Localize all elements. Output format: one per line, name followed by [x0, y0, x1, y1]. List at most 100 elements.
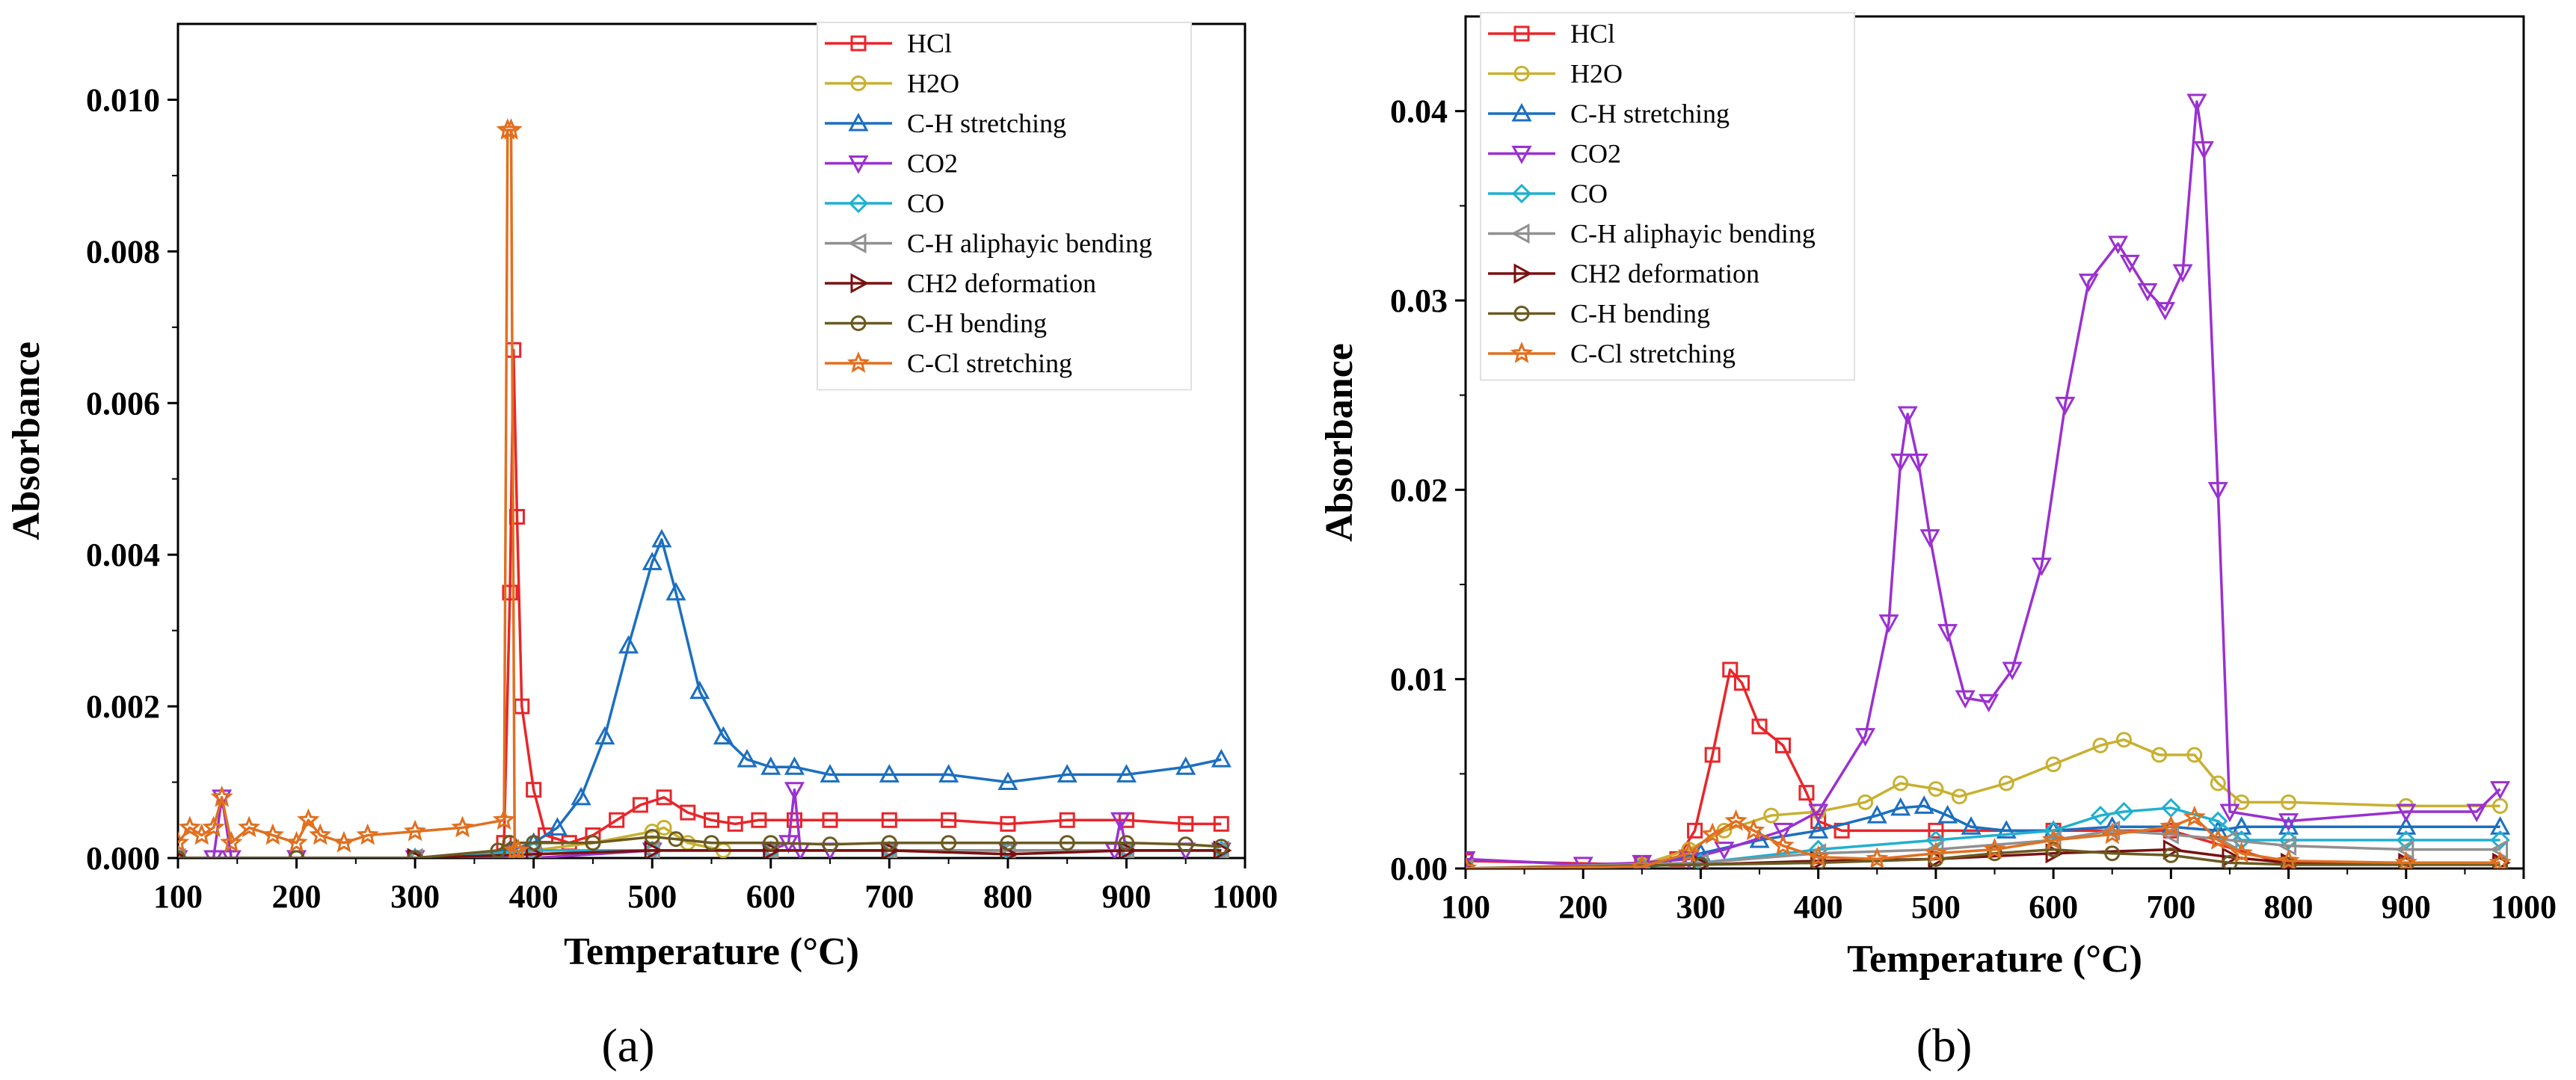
panel-a-legend-marker [848, 112, 869, 132]
panel-b-point-hcl [1722, 661, 1739, 678]
panel-b-point-c-cl-stretching [2100, 822, 2124, 845]
panel-b-point-c-h-stretching [2231, 816, 2252, 835]
panel-b-point-ch2-deformation [2162, 839, 2182, 860]
panel-a-x-tick-label: 500 [627, 878, 677, 915]
panel-a-point-co2 [203, 850, 224, 858]
panel-a-y-axis-title: Absorbance [5, 342, 48, 540]
panel-a-legend-label: C-H aliphayic bending [907, 229, 1152, 259]
panel-b-point-co2 [2396, 803, 2417, 823]
panel-b-point-c-h-stretching [1961, 816, 1982, 835]
panel-b-legend-marker [1513, 66, 1530, 81]
panel-b-point-co2 [1855, 728, 1876, 747]
panel-a-legend-marker [850, 75, 867, 91]
panel-b-legend-label: HCl [1570, 19, 1615, 49]
panel-b-point-h2o [1951, 789, 1967, 805]
panel-b-point-c-cl-stretching [1983, 837, 2006, 860]
panel-a-point-c-h-bending [1118, 835, 1134, 851]
panel-b-x-tick-label: 200 [1558, 889, 1608, 925]
panel-b-point-co2 [1878, 614, 1899, 633]
panel-a-legend-label: HCl [907, 28, 952, 58]
panel-b-point-hcl [1775, 737, 1791, 753]
panel-a-series-c-cl-stretching [178, 118, 530, 858]
panel-b-point-h2o [1857, 794, 1874, 810]
panel-b-point-c-cl-stretching [2277, 848, 2300, 868]
panel-b-legend-item-c-cl-stretching: C-Cl stretching [1488, 339, 1736, 368]
panel-b-point-co2 [1937, 623, 1958, 643]
panel-b-legend-marker [1513, 306, 1530, 321]
panel-b-point-c-h-bending [2162, 847, 2179, 863]
panel-b-point-h2o [1893, 775, 1909, 792]
panel-a-point-ch2-deformation [763, 840, 781, 858]
panel-b-point-h2o [1928, 781, 1944, 797]
panel-a-legend-label: CO [907, 188, 944, 218]
panel-b-point-co2 [1772, 822, 1794, 842]
panel-a-y-tick-label: 0.002 [86, 688, 160, 725]
panel-a-chart: 100 200 300 400 500 600 700 800 900 1000 0.000 0.00… [5, 22, 1278, 1072]
panel-a-legend-item-co: CO [825, 188, 944, 218]
panel-a-point-c-h-bending [526, 835, 542, 851]
panel-a-point-c-h-stretching [784, 756, 805, 775]
panel-b-point-co2 [2055, 396, 2076, 416]
panel-b-point-c-cl-stretching [1924, 841, 1948, 863]
panel-a-legend-item-co2: CO2 [825, 149, 958, 179]
panel-a-legend-label: C-Cl stretching [907, 348, 1072, 378]
panel-b-point-h2o [2045, 756, 2062, 773]
panel-a-point-c-cl-stretching [285, 830, 308, 853]
panel-a-point-hcl [1213, 815, 1229, 832]
panel-a-point-c-cl-stretching [356, 823, 379, 845]
panel-a-point-c-h-stretching [665, 581, 686, 601]
panel-a-x-tick-label: 400 [509, 878, 559, 915]
panel-a-point-c-h-stretching [689, 680, 710, 700]
panel-b-legend-item-c-h-stretching: C-H stretching [1488, 99, 1730, 129]
panel-b-legend-label: CO [1570, 179, 1608, 209]
panel-b-x-tick-label: 400 [1794, 889, 1843, 925]
panel-a-point-c-h-bending [644, 829, 660, 845]
panel-a-point-hcl [656, 789, 672, 806]
panel-b-point-h2o [2234, 794, 2250, 810]
panel-b-point-c-h-stretching [1808, 820, 1829, 839]
panel-b-point-co2 [2002, 661, 2023, 681]
panel-a-point-hcl [508, 508, 525, 525]
panel-b-point-c-cl-stretching [1807, 845, 1830, 867]
panel-a-series-group [178, 118, 1232, 858]
panel-a-legend-marker [850, 315, 867, 331]
panel-a-x-tick-label: 300 [390, 878, 440, 915]
panel-b-point-c-h-stretching [1866, 804, 1887, 824]
panel-b-point-c-cl-stretching [1701, 822, 1724, 845]
panel-a-point-c-h-stretching [820, 764, 840, 783]
panel-b-x-tick-label: 100 [1441, 889, 1490, 925]
panel-b-point-co2 [2207, 481, 2228, 501]
panel-b-legend-item-co: CO [1488, 179, 1608, 209]
panel-a-y-tick-label: 0.008 [86, 233, 160, 270]
panel-b-legend-label: C-H aliphayic bending [1570, 219, 1816, 249]
panel-b-point-co2 [2278, 813, 2299, 832]
panel-a-point-hcl [941, 812, 957, 828]
panel-a-legend-label: C-H bending [907, 309, 1047, 339]
panel-b-point-h2o [2092, 737, 2109, 753]
panel-a-point-c-h-bending [1213, 839, 1229, 855]
panel-b-point-h2o [1998, 775, 2014, 792]
panel-b-point-c-cl-stretching [1677, 841, 1700, 863]
panel-a-point-c-h-stretching [642, 552, 663, 570]
panel-a-legend-item-c-h-aliphayic-bending: C-H aliphayic bending [825, 229, 1152, 259]
panel-a-point-c-cl-stretching [309, 823, 332, 845]
panel-a-legend: HCl H2O C-H stretching CO2 CO C-H aliphayic b… [817, 22, 1192, 391]
panel-b-series-co2 [1466, 93, 2511, 868]
panel-a-point-hcl [704, 812, 719, 828]
panel-b-y-tick-label: 0.02 [1390, 472, 1448, 508]
panel-a-point-c-cl-stretching [202, 815, 225, 838]
panel-b-legend-marker [1513, 25, 1530, 42]
panel-a-point-c-h-bending [585, 835, 601, 851]
panel-b-point-c-cl-stretching [1630, 854, 1653, 868]
panel-a-point-c-h-bending [668, 831, 684, 848]
panel-b-y-tick-label: 0.00 [1390, 851, 1448, 887]
panel-a-point-c-cl-stretching [506, 838, 530, 858]
panel-b-x-axis-title: Temperature (°C) [1847, 938, 2142, 981]
panel-b-point-ch2-deformation [2222, 847, 2241, 868]
panel-b-point-co2 [2108, 235, 2129, 255]
panel-b-panel-label: (b) [1916, 1019, 1973, 1072]
panel-b-point-h2o [2186, 747, 2203, 763]
panel-a-point-c-h-stretching [737, 748, 757, 768]
panel-b-series-line-c-h-stretching [1466, 804, 2500, 868]
panel-b-point-hcl [1798, 785, 1815, 801]
